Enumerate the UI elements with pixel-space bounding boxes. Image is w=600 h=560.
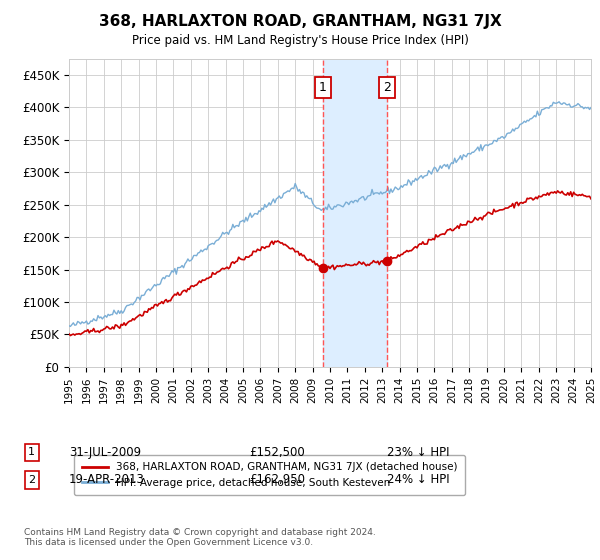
- Text: 19-APR-2013: 19-APR-2013: [69, 473, 145, 487]
- Text: 24% ↓ HPI: 24% ↓ HPI: [387, 473, 449, 487]
- Legend: 368, HARLAXTON ROAD, GRANTHAM, NG31 7JX (detached house), HPI: Average price, de: 368, HARLAXTON ROAD, GRANTHAM, NG31 7JX …: [74, 455, 464, 495]
- Text: 368, HARLAXTON ROAD, GRANTHAM, NG31 7JX: 368, HARLAXTON ROAD, GRANTHAM, NG31 7JX: [98, 14, 502, 29]
- Text: 1: 1: [319, 81, 326, 95]
- Text: 2: 2: [383, 81, 391, 95]
- Text: 31-JUL-2009: 31-JUL-2009: [69, 446, 141, 459]
- Text: £152,500: £152,500: [249, 446, 305, 459]
- Text: 1: 1: [28, 447, 35, 458]
- Text: £162,950: £162,950: [249, 473, 305, 487]
- Text: Price paid vs. HM Land Registry's House Price Index (HPI): Price paid vs. HM Land Registry's House …: [131, 34, 469, 46]
- Text: Contains HM Land Registry data © Crown copyright and database right 2024.
This d: Contains HM Land Registry data © Crown c…: [24, 528, 376, 547]
- Text: 2: 2: [28, 475, 35, 485]
- Text: 23% ↓ HPI: 23% ↓ HPI: [387, 446, 449, 459]
- Bar: [323, 59, 388, 367]
